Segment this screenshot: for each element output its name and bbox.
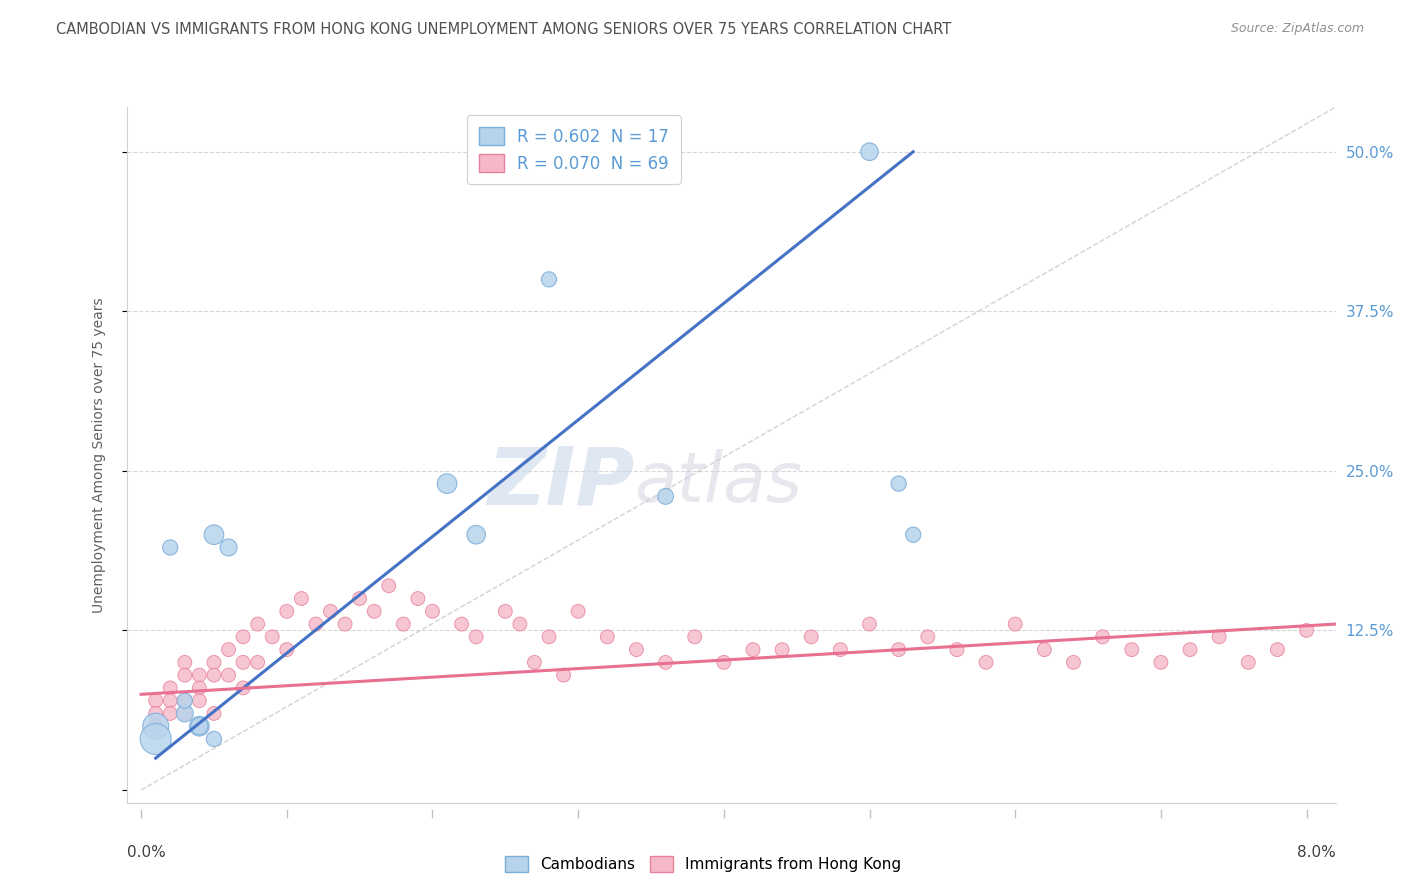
Point <box>1150 656 1173 670</box>
Text: CAMBODIAN VS IMMIGRANTS FROM HONG KONG UNEMPLOYMENT AMONG SENIORS OVER 75 YEARS : CAMBODIAN VS IMMIGRANTS FROM HONG KONG U… <box>56 22 952 37</box>
Point <box>1062 656 1084 670</box>
Point <box>1091 630 1114 644</box>
Point <box>465 527 488 541</box>
Point <box>465 630 488 644</box>
Point <box>378 579 401 593</box>
Point <box>188 694 211 708</box>
Point <box>537 630 560 644</box>
Point <box>1178 642 1201 657</box>
Point <box>188 719 211 733</box>
Point <box>903 527 925 541</box>
Point <box>262 630 284 644</box>
Point <box>159 541 181 555</box>
Point <box>917 630 939 644</box>
Point <box>173 706 195 721</box>
Point <box>188 668 211 682</box>
Point <box>1237 656 1260 670</box>
Point <box>218 668 240 682</box>
Text: ZIP: ZIP <box>486 443 634 522</box>
Text: Source: ZipAtlas.com: Source: ZipAtlas.com <box>1230 22 1364 36</box>
Point <box>246 617 269 632</box>
Point <box>145 731 167 746</box>
Point <box>567 604 589 618</box>
Point <box>654 656 676 670</box>
Point <box>742 642 765 657</box>
Point <box>173 694 195 708</box>
Point <box>422 604 444 618</box>
Point <box>553 668 575 682</box>
Point <box>319 604 342 618</box>
Text: atlas: atlas <box>634 450 803 516</box>
Point <box>523 656 546 670</box>
Point <box>596 630 619 644</box>
Point <box>202 731 225 746</box>
Point <box>450 617 472 632</box>
Point <box>333 617 356 632</box>
Point <box>202 706 225 721</box>
Point <box>800 630 823 644</box>
Point <box>683 630 706 644</box>
Point <box>173 694 195 708</box>
Point <box>537 272 560 286</box>
Point <box>858 617 880 632</box>
Point <box>494 604 516 618</box>
Point <box>232 630 254 644</box>
Point <box>770 642 793 657</box>
Point <box>509 617 531 632</box>
Point <box>1121 642 1143 657</box>
Point <box>173 656 195 670</box>
Point <box>974 656 997 670</box>
Point <box>436 476 458 491</box>
Point <box>887 476 910 491</box>
Point <box>173 706 195 721</box>
Legend: R = 0.602  N = 17, R = 0.070  N = 69: R = 0.602 N = 17, R = 0.070 N = 69 <box>467 115 681 185</box>
Point <box>1267 642 1289 657</box>
Text: 0.0%: 0.0% <box>127 845 166 860</box>
Point <box>349 591 371 606</box>
Point <box>218 642 240 657</box>
Point <box>1208 630 1230 644</box>
Point <box>713 656 735 670</box>
Point <box>1295 624 1317 638</box>
Point <box>858 145 880 159</box>
Point <box>188 719 211 733</box>
Text: 8.0%: 8.0% <box>1296 845 1336 860</box>
Point <box>159 706 181 721</box>
Point <box>202 656 225 670</box>
Point <box>145 694 167 708</box>
Point <box>145 719 167 733</box>
Point <box>232 656 254 670</box>
Point <box>246 656 269 670</box>
Point <box>1004 617 1026 632</box>
Legend: Cambodians, Immigrants from Hong Kong: Cambodians, Immigrants from Hong Kong <box>496 848 910 880</box>
Point <box>626 642 648 657</box>
Point <box>159 694 181 708</box>
Point <box>202 527 225 541</box>
Point <box>363 604 385 618</box>
Point <box>173 668 195 682</box>
Point <box>232 681 254 695</box>
Point <box>290 591 312 606</box>
Point <box>145 719 167 733</box>
Point <box>1033 642 1056 657</box>
Point <box>218 541 240 555</box>
Point <box>202 668 225 682</box>
Point <box>392 617 415 632</box>
Point <box>276 604 298 618</box>
Point <box>887 642 910 657</box>
Point <box>654 490 676 504</box>
Point <box>276 642 298 657</box>
Point <box>406 591 429 606</box>
Point <box>305 617 328 632</box>
Point <box>946 642 969 657</box>
Point <box>159 681 181 695</box>
Point <box>830 642 852 657</box>
Point <box>188 681 211 695</box>
Point <box>145 706 167 721</box>
Y-axis label: Unemployment Among Seniors over 75 years: Unemployment Among Seniors over 75 years <box>91 297 105 613</box>
